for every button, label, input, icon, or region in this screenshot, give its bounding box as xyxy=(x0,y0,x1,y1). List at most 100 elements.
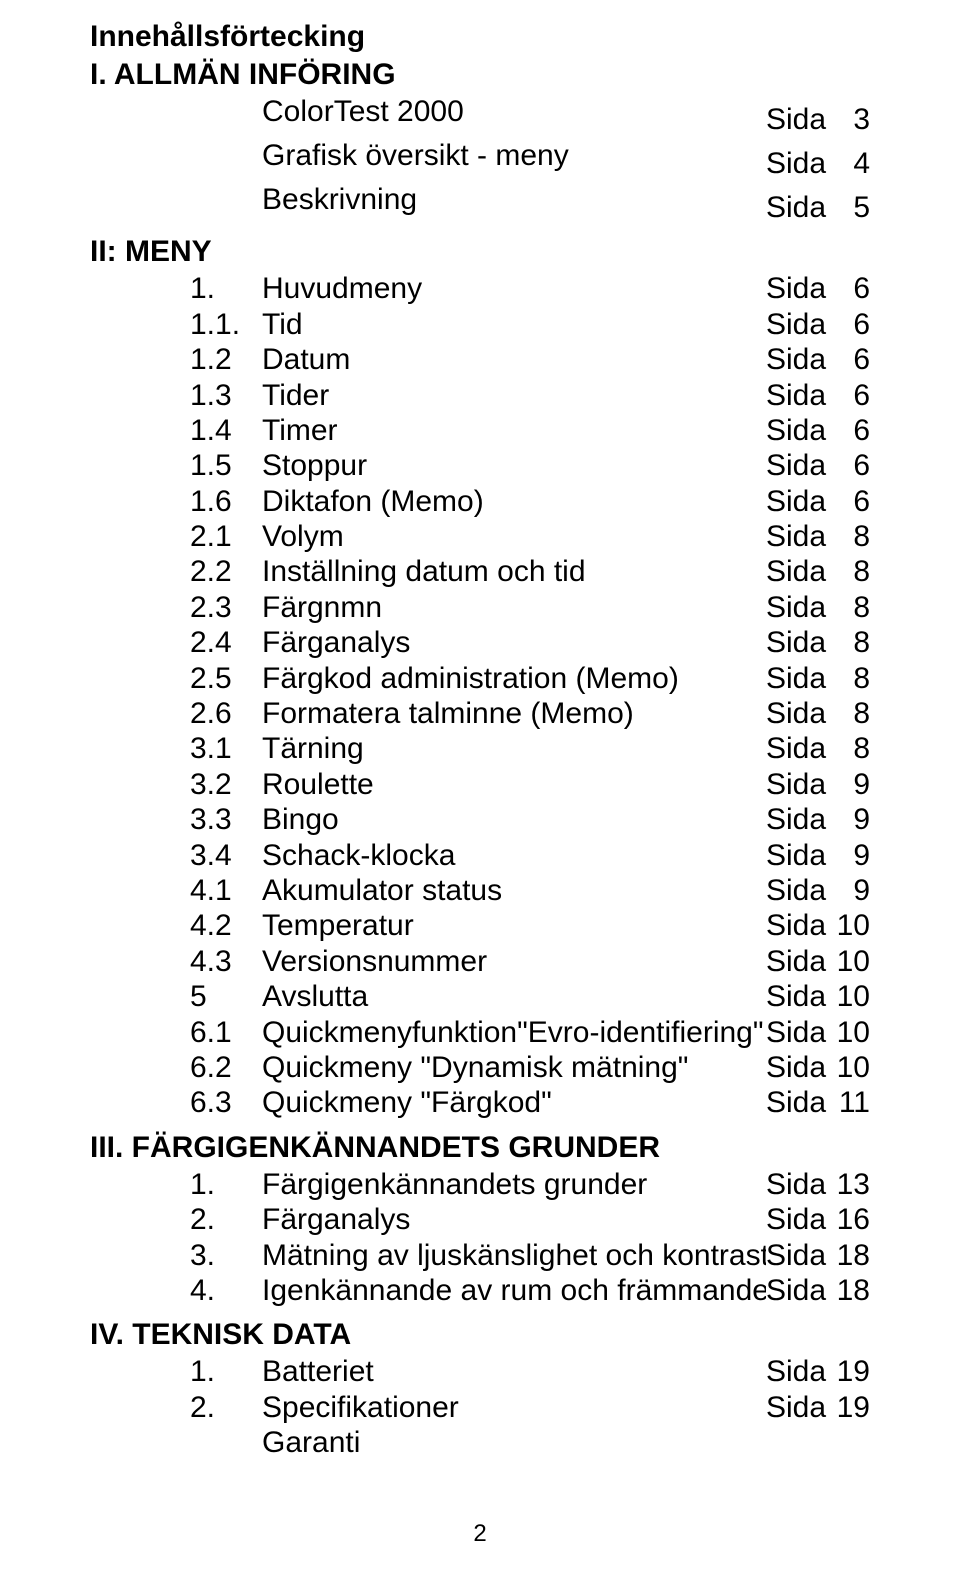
toc-row: 6.1Quickmenyfunktion"Evro-identifiering"… xyxy=(190,1015,870,1050)
toc-num: 1. xyxy=(190,1167,262,1202)
toc-row: Garanti xyxy=(190,1425,870,1460)
toc-page: 6 xyxy=(836,307,870,342)
toc-page: 5 xyxy=(836,190,870,225)
toc-row: 2.FärganalysSida16 xyxy=(190,1202,870,1237)
toc-row: 1.2DatumSida 6 xyxy=(190,342,870,377)
toc-sida: Sida xyxy=(766,519,826,554)
toc-sida: Sida xyxy=(766,1390,826,1425)
toc-label: Datum xyxy=(262,342,766,377)
toc-num: 2.5 xyxy=(190,661,262,696)
toc-num: 4.2 xyxy=(190,908,262,943)
toc-num: 3. xyxy=(190,1238,262,1273)
toc-sida: Sida xyxy=(766,802,826,837)
toc-sida: Sida xyxy=(766,767,826,802)
toc-label: Versionsnummer xyxy=(262,944,766,979)
toc-num: 1.5 xyxy=(190,448,262,483)
toc-sida: Sida xyxy=(766,307,826,342)
toc-label: Färgnmn xyxy=(262,590,766,625)
toc-row: Beskrivning Sida 5 xyxy=(190,182,870,226)
toc-sida: Sida xyxy=(766,944,826,979)
toc-num: 1. xyxy=(190,1354,262,1389)
toc-num: 1.4 xyxy=(190,413,262,448)
footer-page-number: 2 xyxy=(90,1520,870,1548)
toc-page: 10 xyxy=(836,944,870,979)
toc-page: 4 xyxy=(836,146,870,181)
toc-page: 10 xyxy=(836,979,870,1014)
toc-row: ColorTest 2000 Sida3 xyxy=(190,94,870,138)
toc-row: 4.Igenkännande av rum och främmande ljus… xyxy=(190,1273,870,1308)
toc-sida: Sida xyxy=(766,1273,826,1308)
toc-page: 9 xyxy=(836,767,870,802)
toc-label: Batteriet xyxy=(262,1354,766,1389)
toc-label: Diktafon (Memo) xyxy=(262,484,766,519)
toc-row: 1.1.TidSida6 xyxy=(190,307,870,342)
toc-label: Schack-klocka xyxy=(262,838,766,873)
toc-num: 2.1 xyxy=(190,519,262,554)
toc-page: 19 xyxy=(836,1390,870,1425)
toc-num: 1. xyxy=(190,271,262,306)
toc-num: 3.3 xyxy=(190,802,262,837)
toc-row: 6.3Quickmeny "Färgkod"Sida11 xyxy=(190,1085,870,1120)
toc-label: Quickmeny "Färgkod" xyxy=(262,1085,766,1120)
toc-num xyxy=(190,94,262,129)
toc-row: 2.6Formatera talminne (Memo)Sida8 xyxy=(190,696,870,731)
toc-page: 8 xyxy=(836,696,870,731)
toc-label: Stoppur xyxy=(262,448,766,483)
toc-row: 1.Färgigenkännandets grunderSida13 xyxy=(190,1167,870,1202)
toc-page: 10 xyxy=(836,1050,870,1085)
toc-num: 2.4 xyxy=(190,625,262,660)
section-heading: III. FÄRGIGENKÄNNANDETS GRUNDER xyxy=(90,1131,870,1165)
toc-page: 13 xyxy=(836,1167,870,1202)
toc-num: 4.3 xyxy=(190,944,262,979)
toc-sida: Sida xyxy=(766,1167,826,1202)
toc-label: Färganalys xyxy=(262,625,766,660)
toc-label: Tid xyxy=(262,307,766,342)
toc-row: 2.4FärganalysSida8 xyxy=(190,625,870,660)
toc-num: 6.2 xyxy=(190,1050,262,1085)
toc-label: Beskrivning xyxy=(262,182,766,217)
toc-num: 2.6 xyxy=(190,696,262,731)
toc-label: Färganalys xyxy=(262,1202,766,1237)
toc-page: 8 xyxy=(836,554,870,589)
toc-page: 6 xyxy=(836,484,870,519)
toc-row: 4.1Akumulator statusSida9 xyxy=(190,873,870,908)
toc-sida: Sida xyxy=(766,625,826,660)
toc-label: Igenkännande av rum och främmande ljus xyxy=(262,1273,766,1308)
toc-num: 3.2 xyxy=(190,767,262,802)
toc-page: 8 xyxy=(836,661,870,696)
toc-row: 1.4TimerSida6 xyxy=(190,413,870,448)
toc-num: 3.4 xyxy=(190,838,262,873)
section-heading: IV. TEKNISK DATA xyxy=(90,1318,870,1352)
toc-row: 2.SpecifikationerSida19 xyxy=(190,1390,870,1425)
toc-sida: Sida xyxy=(766,979,826,1014)
toc-page: 19 xyxy=(836,1354,870,1389)
toc-num: 1.3 xyxy=(190,378,262,413)
toc-label: Tider xyxy=(262,378,766,413)
toc-sida: Sida xyxy=(766,342,826,377)
toc-page: 9 xyxy=(836,873,870,908)
toc-num xyxy=(190,1425,262,1460)
toc-label: Volym xyxy=(262,519,766,554)
toc-num: 3.1 xyxy=(190,731,262,766)
toc-num: 6.3 xyxy=(190,1085,262,1120)
toc-sida: Sida xyxy=(766,554,826,589)
toc-num: 6.1 xyxy=(190,1015,262,1050)
toc-page: 6 xyxy=(836,342,870,377)
toc-row: 2.3FärgnmnSida8 xyxy=(190,590,870,625)
toc-num: 1.2 xyxy=(190,342,262,377)
toc-page: 6 xyxy=(836,413,870,448)
toc-label: Akumulator status xyxy=(262,873,766,908)
toc-page: 8 xyxy=(836,519,870,554)
toc-sida: Sida xyxy=(766,190,826,225)
toc-row: 3.Mätning av ljuskänslighet och kontrast… xyxy=(190,1238,870,1273)
toc-row: 1.BatterietSida19 xyxy=(190,1354,870,1389)
toc-sida: Sida xyxy=(766,908,826,943)
toc-label: Garanti xyxy=(262,1425,870,1460)
toc-page: 10 xyxy=(836,1015,870,1050)
toc-num xyxy=(190,182,262,217)
toc-page: 10 xyxy=(836,908,870,943)
toc-page: 9 xyxy=(836,838,870,873)
toc-sida: Sida xyxy=(766,1015,826,1050)
toc-sida: Sida xyxy=(766,1050,826,1085)
toc-row: Grafisk översikt - meny Sida4 xyxy=(190,138,870,182)
